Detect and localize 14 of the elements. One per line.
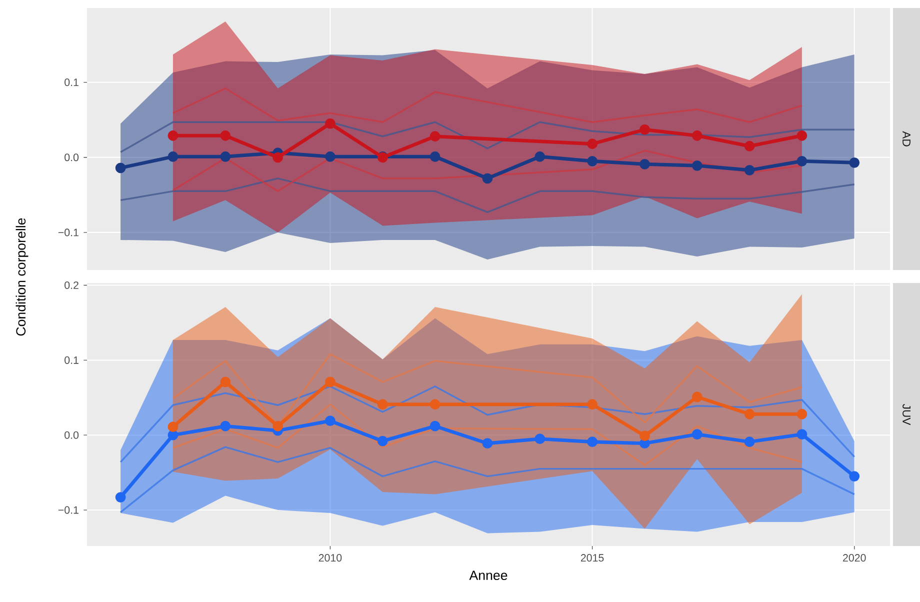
y-axis-title: Condition corporelle bbox=[16, 218, 28, 336]
y-tick-label: 0.0 bbox=[64, 154, 79, 162]
y-tick-label: −0.1 bbox=[58, 228, 78, 236]
y-tick-label: −0.1 bbox=[58, 506, 78, 514]
text: JUV bbox=[902, 404, 910, 426]
y-tick-label: 0.1 bbox=[64, 356, 78, 364]
text: AD bbox=[902, 131, 910, 146]
x-tick-label: 2020 bbox=[843, 554, 866, 562]
x-axis-title: Annee bbox=[469, 570, 508, 580]
y-tick-label: 0.1 bbox=[64, 78, 78, 86]
y-tick-label: 0.0 bbox=[64, 431, 79, 439]
x-tick-label: 2010 bbox=[318, 554, 342, 562]
y-tick-label: 0.2 bbox=[64, 281, 78, 290]
x-tick-label: 2015 bbox=[580, 554, 604, 562]
